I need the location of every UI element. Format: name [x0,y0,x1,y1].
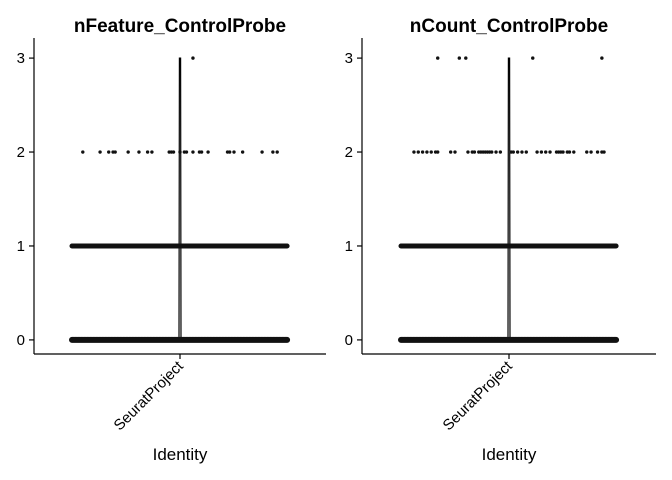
data-point [271,150,275,154]
data-point [520,150,524,154]
data-point [448,150,453,154]
data-point [178,150,182,154]
violin-shape [398,57,620,341]
data-point [412,150,416,154]
data-point [531,56,535,60]
data-point [453,150,457,154]
y-tick-label: 3 [345,50,353,67]
y-tick-label: 1 [17,238,25,255]
data-point [420,150,425,154]
data-point [548,150,552,154]
data-point [227,150,232,154]
data-point [81,150,85,154]
data-point [171,150,176,154]
data-point [191,56,195,60]
y-tick-label: 3 [17,50,25,67]
data-point [145,150,150,154]
panel-title: nFeature_ControlProbe [74,16,286,37]
panel-nfeature: nFeature_ControlProbe 0123SeuratProject … [17,16,326,464]
violin-shape [69,57,291,341]
data-point [98,150,102,154]
data-point [602,150,606,154]
data-point [436,56,440,60]
data-point [561,150,565,154]
panel-title: nCount_ControlProbe [410,16,608,37]
data-point [535,150,539,154]
y-tick-label: 2 [17,144,25,161]
data-point [184,150,189,154]
data-point [232,150,236,154]
y-tick-label: 0 [17,332,25,349]
data-point [137,150,141,154]
plot-area: 0 1 2 3 SeuratProject [17,38,326,434]
data-point [544,150,548,154]
data-point [275,150,279,154]
data-point [572,150,576,154]
x-axis-title: Identity [153,445,208,464]
data-point [126,150,130,154]
data-point [472,150,477,154]
data-point [539,150,544,154]
data-point [260,150,264,154]
data-point [436,150,440,154]
data-point [416,150,420,154]
x-tick-label: SeuratProject [440,357,517,434]
data-point [107,150,111,154]
panel-ncount: nCount_ControlProbe 0 1 2 3 SeuratProject Id… [345,16,656,464]
data-point [567,150,572,154]
plot-area: 0 1 2 3 SeuratProject [345,38,656,434]
data-point [113,150,117,154]
data-point [466,150,470,154]
y-tick-label: 0 [345,332,353,349]
data-point [457,56,462,60]
data-point [191,150,195,154]
data-point [240,150,245,154]
data-point [524,150,528,154]
data-point [595,150,600,154]
y-tick-label: 2 [345,144,353,161]
data-point [494,150,498,154]
data-point [511,150,516,154]
data-point [515,150,520,154]
data-point [206,150,210,154]
data-point [589,150,593,154]
x-axis-title: Identity [482,445,537,464]
y-tick-label: 1 [345,238,353,255]
data-point [429,150,433,154]
data-point [199,150,204,154]
data-point [600,56,604,60]
data-point [464,56,468,60]
data-point [585,150,589,154]
x-tick-label: SeuratProject [111,357,188,434]
data-point [498,150,503,154]
data-point [490,150,494,154]
data-point [425,150,429,154]
data-point [150,150,154,154]
